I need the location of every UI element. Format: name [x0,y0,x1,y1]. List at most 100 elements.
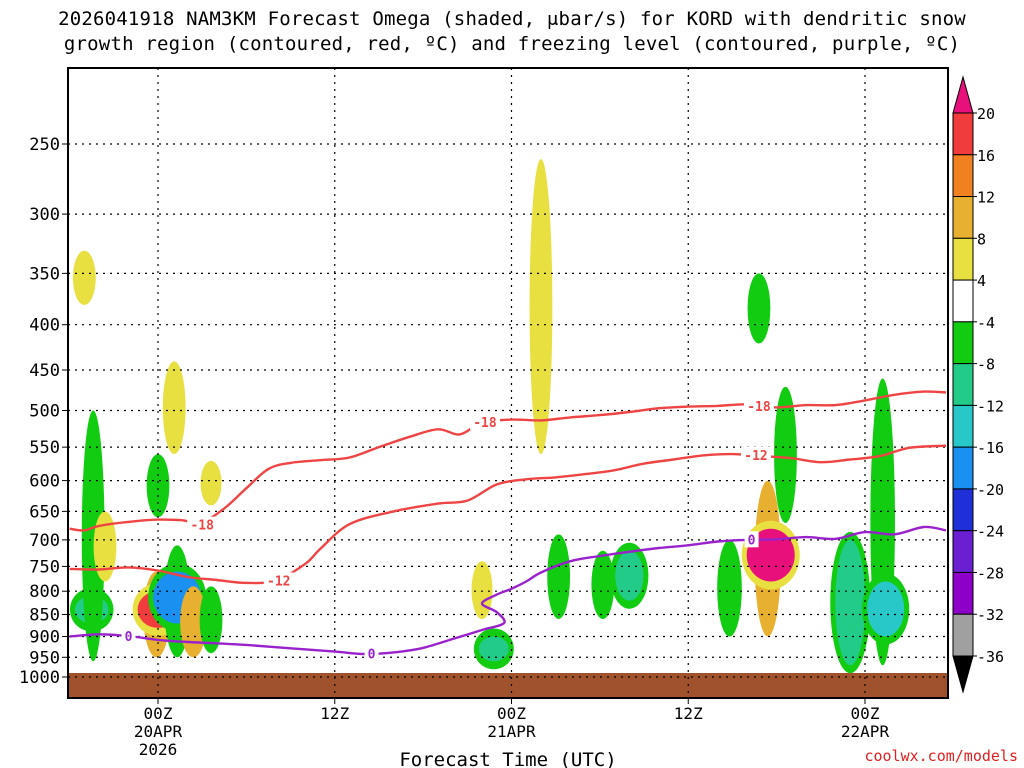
y-tick-label: 350 [29,264,60,284]
contour-extra-label: 0 [748,533,756,548]
omega-cell [81,410,105,662]
contour-layer: -18 -12 0 -18 -18 -12 0 0 [69,390,947,663]
colorbar-segment [952,404,974,448]
colorbar-segment [952,571,974,615]
y-tick-label: 600 [29,472,60,492]
x-tick-label: 00Z [144,704,173,723]
contour-extra-label-bg [364,645,379,662]
colorbar-label: -16 [977,439,1004,457]
dgz-minus12-line [69,444,947,585]
dgz-minus12-label-bg [263,572,294,589]
plot-frame [67,67,949,699]
freezing-level-0-label-bg [121,628,136,645]
dgz-minus12-label: -12 [267,574,290,589]
y-tick-label: 950 [29,648,60,668]
colorbar-label: -32 [977,606,1004,624]
omega-cell [615,550,644,601]
ground-surface [68,673,948,698]
y-tick-label: 550 [29,438,60,458]
dgz-minus18-label: -18 [190,519,214,534]
colorbar-segment [952,279,974,323]
colorbar-label: -20 [977,481,1004,499]
x-tick-date: 20APR [134,722,183,741]
omega-cell [717,539,742,637]
colorbar-label: -4 [977,314,995,332]
y-tick-label: 750 [29,557,60,577]
colorbar-segment [952,488,974,532]
colorbar-segment [952,363,974,406]
omega-cell [835,539,866,666]
y-tick-label: 850 [29,606,60,626]
chart-title-line-1: 2026041918 NAM3KM Forecast Omega (shaded… [58,8,966,30]
omega-cell [162,361,186,455]
x-tick-label: 12Z [320,704,349,723]
contour-extra-label-bg [741,446,772,463]
colorbar-label: -8 [977,356,995,374]
contour-extra-label: -18 [473,416,497,431]
colorbar-segment [952,530,974,573]
y-tick-label: 1000 [19,668,60,688]
colorbar-label: 16 [977,147,995,165]
grid-layer [68,68,948,698]
omega-cell [471,561,493,620]
y-tick-label: 650 [29,502,60,522]
dgz-minus18-label-bg [187,516,218,533]
colorbar-segment [952,196,974,239]
omega-cell [747,273,771,344]
freezing-level-0-line [69,525,947,656]
x-tick-date: 21APR [487,722,536,741]
omega-cell [180,586,207,658]
contour-extra-label-bg [469,413,500,430]
contour-extra-label: 0 [368,648,376,663]
x-tick-label: 12Z [674,704,703,723]
colorbar-segment [952,237,974,281]
freezing-level-0-label: 0 [125,630,133,645]
omega-cell [146,454,170,518]
y-tick-label: 800 [29,582,60,602]
omega-cell [529,159,553,455]
y-tick-label: 900 [29,627,60,647]
x-tick-year: 2026 [139,740,178,759]
contour-extra-label-bg [744,531,759,548]
y-tick-label: 500 [29,402,60,422]
y-tick-label: 450 [29,361,60,381]
colorbar-segment [952,321,974,365]
colorbar-segment [952,446,974,490]
omega-shading-layer [69,159,910,674]
colorbar-label: 12 [977,189,995,207]
colorbar-label: -36 [977,648,1004,666]
colorbar-top-triangle [952,75,974,114]
x-tick-label: 00Z [851,704,880,723]
omega-cell [478,636,509,662]
omega-cell [774,386,797,524]
contour-extra-label-bg [743,397,774,414]
x-axis-label: Forecast Time (UTC) [399,749,616,768]
x-tick-date: 22APR [841,722,890,741]
omega-cell [547,534,571,620]
omega-cell [746,528,795,582]
colorbar-segment [952,613,974,657]
omega-cell [591,550,615,620]
credit-text: coolwx.com/models [864,747,1018,765]
omega-cell [867,581,905,637]
colorbar: 20 16 12 8 4 -4 -8 -12 -16 -20 -24 -28 -32 -36 [952,75,1004,694]
colorbar-label: -24 [977,523,1004,541]
contour-extra-label: -18 [747,400,771,415]
colorbar-label: 4 [977,272,986,290]
chart-title-line-2: growth region (contoured, red, ºC) and f… [63,33,961,55]
colorbar-label: -12 [977,397,1004,415]
y-tick-label: 700 [29,531,60,551]
y-tick-label: 300 [29,205,60,225]
colorbar-label: -28 [977,564,1004,582]
colorbar-label: 20 [977,105,995,123]
ground-layer [68,673,948,698]
colorbar-segment [952,112,974,156]
colorbar-label: 8 [977,230,986,248]
omega-cell [72,250,96,305]
contour-extra-label: -12 [744,449,767,464]
omega-cell [93,511,117,582]
